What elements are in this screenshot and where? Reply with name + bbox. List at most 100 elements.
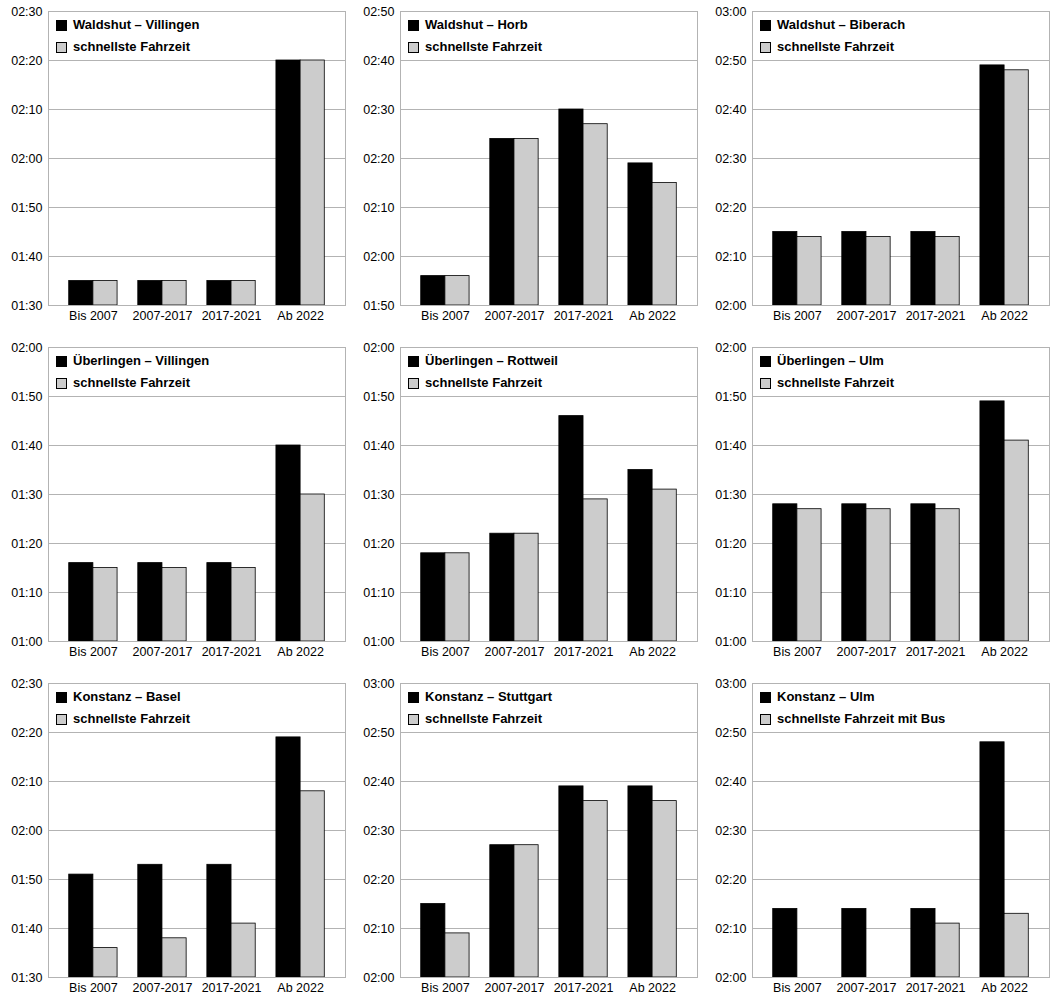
svg-text:01:50: 01:50 <box>363 299 394 313</box>
svg-text:02:30: 02:30 <box>715 152 746 166</box>
svg-text:02:00: 02:00 <box>11 824 42 838</box>
svg-text:02:40: 02:40 <box>363 775 394 789</box>
svg-text:01:50: 01:50 <box>363 390 394 404</box>
svg-text:02:10: 02:10 <box>715 250 746 264</box>
svg-text:Ab 2022: Ab 2022 <box>981 309 1028 323</box>
svg-text:01:20: 01:20 <box>363 537 394 551</box>
svg-text:01:30: 01:30 <box>715 488 746 502</box>
svg-text:01:50: 01:50 <box>11 201 42 215</box>
svg-text:Ab 2022: Ab 2022 <box>277 981 324 995</box>
svg-text:02:00: 02:00 <box>11 152 42 166</box>
svg-text:01:40: 01:40 <box>363 439 394 453</box>
html-text:Waldshut – Villingen: Waldshut – Villingen <box>73 17 200 32</box>
svg-text:01:00: 01:00 <box>363 635 394 649</box>
svg-text:01:00: 01:00 <box>715 635 746 649</box>
svg-text:2007-2017: 2007-2017 <box>837 309 897 323</box>
svg-text:Bis 2007: Bis 2007 <box>69 645 118 659</box>
svg-text:02:20: 02:20 <box>11 54 42 68</box>
svg-text:2007-2017: 2007-2017 <box>133 645 193 659</box>
svg-text:2007-2017: 2007-2017 <box>485 645 545 659</box>
svg-text:02:00: 02:00 <box>363 250 394 264</box>
svg-text:01:10: 01:10 <box>715 586 746 600</box>
svg-text:Bis 2007: Bis 2007 <box>773 309 822 323</box>
svg-text:Bis 2007: Bis 2007 <box>421 309 470 323</box>
svg-text:03:00: 03:00 <box>715 5 746 19</box>
svg-text:01:20: 01:20 <box>11 537 42 551</box>
svg-text:01:40: 01:40 <box>11 922 42 936</box>
svg-text:01:30: 01:30 <box>11 488 42 502</box>
svg-text:02:20: 02:20 <box>715 873 746 887</box>
svg-text:02:00: 02:00 <box>715 971 746 985</box>
svg-text:01:40: 01:40 <box>11 439 42 453</box>
svg-text:02:10: 02:10 <box>363 922 394 936</box>
svg-text:02:00: 02:00 <box>363 341 394 355</box>
svg-text:01:40: 01:40 <box>11 250 42 264</box>
svg-text:Ab 2022: Ab 2022 <box>629 981 676 995</box>
svg-text:01:50: 01:50 <box>11 390 42 404</box>
svg-text:2017-2021: 2017-2021 <box>906 645 966 659</box>
svg-text:2007-2017: 2007-2017 <box>485 981 545 995</box>
svg-text:Bis 2007: Bis 2007 <box>69 981 118 995</box>
svg-text:02:30: 02:30 <box>715 824 746 838</box>
svg-text:2017-2021: 2017-2021 <box>554 981 614 995</box>
svg-text:02:00: 02:00 <box>715 299 746 313</box>
svg-text:02:30: 02:30 <box>11 5 42 19</box>
svg-text:Ab 2022: Ab 2022 <box>981 645 1028 659</box>
svg-text:02:20: 02:20 <box>11 726 42 740</box>
svg-text:Bis 2007: Bis 2007 <box>773 645 822 659</box>
svg-text:2017-2021: 2017-2021 <box>554 309 614 323</box>
svg-text:02:20: 02:20 <box>363 152 394 166</box>
svg-text:2017-2021: 2017-2021 <box>554 645 614 659</box>
svg-text:2007-2017: 2007-2017 <box>133 981 193 995</box>
svg-text:01:50: 01:50 <box>715 390 746 404</box>
svg-text:02:10: 02:10 <box>11 103 42 117</box>
svg-text:2007-2017: 2007-2017 <box>837 981 897 995</box>
svg-text:2017-2021: 2017-2021 <box>202 645 262 659</box>
svg-text:02:50: 02:50 <box>715 54 746 68</box>
svg-text:02:10: 02:10 <box>11 775 42 789</box>
svg-text:02:20: 02:20 <box>363 873 394 887</box>
svg-text:2017-2021: 2017-2021 <box>202 309 262 323</box>
svg-text:02:10: 02:10 <box>363 201 394 215</box>
svg-text:01:30: 01:30 <box>11 971 42 985</box>
svg-text:02:50: 02:50 <box>363 726 394 740</box>
svg-text:03:00: 03:00 <box>715 677 746 691</box>
svg-text:02:10: 02:10 <box>715 922 746 936</box>
svg-text:Ab 2022: Ab 2022 <box>277 645 324 659</box>
svg-text:Ab 2022: Ab 2022 <box>981 981 1028 995</box>
svg-text:2007-2017: 2007-2017 <box>133 309 193 323</box>
svg-text:02:40: 02:40 <box>715 775 746 789</box>
svg-text:01:50: 01:50 <box>11 873 42 887</box>
svg-text:Ab 2022: Ab 2022 <box>629 309 676 323</box>
svg-text:01:30: 01:30 <box>11 299 42 313</box>
svg-text:02:20: 02:20 <box>715 201 746 215</box>
svg-text:2017-2021: 2017-2021 <box>906 981 966 995</box>
svg-text:2017-2021: 2017-2021 <box>906 309 966 323</box>
svg-text:2007-2017: 2007-2017 <box>485 309 545 323</box>
svg-text:2017-2021: 2017-2021 <box>202 981 262 995</box>
svg-text:Bis 2007: Bis 2007 <box>69 309 118 323</box>
svg-text:02:40: 02:40 <box>363 54 394 68</box>
svg-text:Ab 2022: Ab 2022 <box>629 645 676 659</box>
svg-text:01:10: 01:10 <box>363 586 394 600</box>
svg-text:2007-2017: 2007-2017 <box>837 645 897 659</box>
svg-text:02:40: 02:40 <box>715 103 746 117</box>
svg-text:01:30: 01:30 <box>363 488 394 502</box>
svg-text:Bis 2007: Bis 2007 <box>773 981 822 995</box>
svg-text:Ab 2022: Ab 2022 <box>277 309 324 323</box>
svg-text:Bis 2007: Bis 2007 <box>421 981 470 995</box>
svg-text:02:00: 02:00 <box>11 341 42 355</box>
svg-text:02:00: 02:00 <box>715 341 746 355</box>
svg-text:01:00: 01:00 <box>11 635 42 649</box>
svg-text:01:40: 01:40 <box>715 439 746 453</box>
svg-text:03:00: 03:00 <box>363 677 394 691</box>
svg-text:02:30: 02:30 <box>11 677 42 691</box>
svg-text:02:50: 02:50 <box>363 5 394 19</box>
svg-text:02:00: 02:00 <box>363 971 394 985</box>
svg-text:Bis 2007: Bis 2007 <box>421 645 470 659</box>
svg-text:01:10: 01:10 <box>11 586 42 600</box>
svg-text:02:50: 02:50 <box>715 726 746 740</box>
svg-text:01:20: 01:20 <box>715 537 746 551</box>
svg-text:02:30: 02:30 <box>363 824 394 838</box>
svg-text:02:30: 02:30 <box>363 103 394 117</box>
